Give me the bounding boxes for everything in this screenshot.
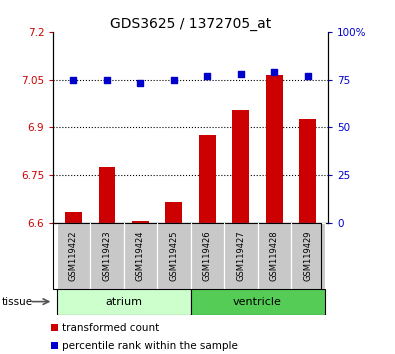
Bar [56,223,90,289]
Bar [266,75,283,223]
Bar [191,289,325,315]
Point [238,71,244,77]
Text: GSM119424: GSM119424 [136,230,145,281]
Bar [224,223,258,289]
Point [204,73,211,79]
Text: GSM119429: GSM119429 [303,230,312,281]
Text: percentile rank within the sample: percentile rank within the sample [62,341,238,351]
Text: GSM119422: GSM119422 [69,230,78,281]
Text: transformed count: transformed count [62,323,160,333]
Bar [132,221,149,223]
Title: GDS3625 / 1372705_at: GDS3625 / 1372705_at [110,17,271,31]
Bar [291,223,325,289]
Bar [199,135,216,223]
Text: GSM119423: GSM119423 [102,230,111,281]
Text: GSM119428: GSM119428 [270,230,279,281]
Bar [56,289,191,315]
Text: GSM119427: GSM119427 [236,230,245,281]
Text: atrium: atrium [105,297,142,307]
Bar [258,223,291,289]
Point [70,77,77,82]
Bar [90,223,124,289]
Point [271,69,277,75]
Bar [157,223,191,289]
Bar [299,120,316,223]
Text: GSM119425: GSM119425 [169,230,179,281]
Bar [124,223,157,289]
Bar [191,223,224,289]
Bar [232,110,249,223]
Text: GSM119426: GSM119426 [203,230,212,281]
Bar [98,167,115,223]
Point [305,73,311,79]
Point [171,77,177,82]
Bar [65,212,82,223]
Point [137,81,143,86]
Text: ventricle: ventricle [233,297,282,307]
Text: tissue: tissue [2,297,33,307]
Bar [166,202,182,223]
Point [104,77,110,82]
